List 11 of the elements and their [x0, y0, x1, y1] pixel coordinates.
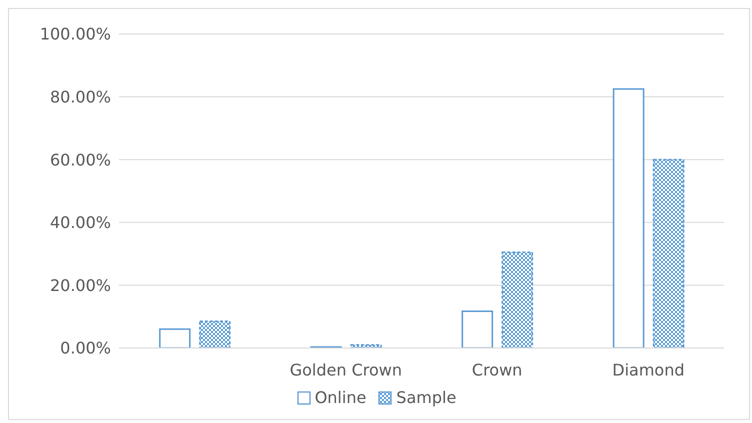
x-tick-label: Golden Crown — [290, 360, 402, 380]
legend-label: Sample — [395, 388, 456, 407]
y-tick-label: 40.00% — [50, 213, 111, 232]
y-tick-label: 20.00% — [50, 276, 111, 295]
y-tick-label: 0.00% — [60, 338, 111, 358]
y-tick-label: 60.00% — [50, 150, 111, 170]
legend-label: Online — [314, 388, 366, 407]
y-tick-label: 80.00% — [50, 87, 111, 106]
y-tick-label: 100.00% — [40, 24, 111, 44]
x-tick-label: Diamond — [612, 360, 684, 380]
x-tick-label: Crown — [472, 360, 522, 380]
